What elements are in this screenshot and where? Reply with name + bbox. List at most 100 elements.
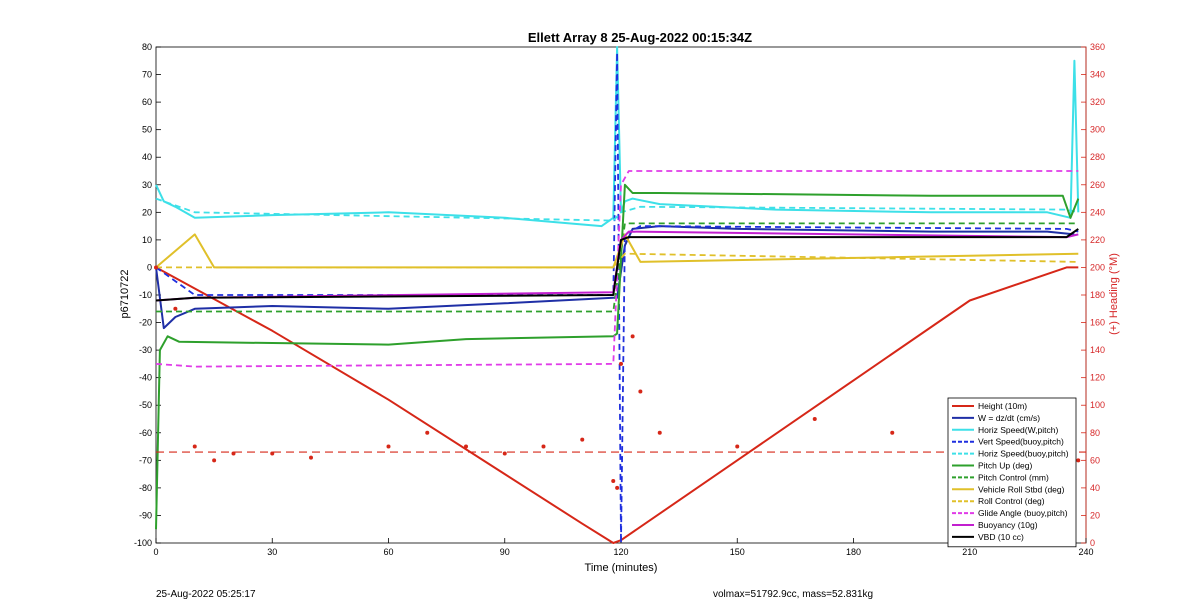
heading-point	[173, 306, 178, 311]
y-tick-label: 80	[142, 42, 152, 52]
heading-point	[231, 451, 236, 456]
y-tick-label: -80	[139, 483, 152, 493]
y2-tick-label: 360	[1090, 42, 1105, 52]
y-axis-label: p6710722	[119, 270, 131, 319]
legend-entry: Buoyancy (10g)	[978, 520, 1038, 530]
y2-tick-label: 40	[1090, 483, 1100, 493]
series-line	[155, 266, 1079, 544]
series-line	[155, 197, 1079, 222]
y-tick-label: 40	[142, 152, 152, 162]
legend-entry: Vert Speed(buoy,pitch)	[978, 437, 1064, 447]
y-tick-label: -90	[139, 510, 152, 520]
y2-tick-label: 260	[1090, 180, 1105, 190]
legend-entry: Pitch Up (deg)	[978, 461, 1032, 471]
heading-point	[425, 430, 430, 435]
heading-point	[309, 455, 313, 460]
y-tick-label: -30	[139, 345, 152, 355]
series-layer	[155, 46, 1080, 544]
heading-point	[212, 458, 217, 463]
y2-tick-label: 80	[1090, 428, 1100, 438]
legend-entry: Roll Control (deg)	[978, 496, 1045, 506]
legend: Height (10m) W = dz/dt (cm/s) Horiz Speed(…	[947, 397, 1077, 548]
x-tick-label: 180	[846, 547, 861, 557]
heading-point	[890, 430, 895, 435]
y-tick-label: 0	[147, 262, 152, 272]
y2-tick-label: 320	[1090, 97, 1105, 107]
series-line	[155, 228, 1079, 302]
series-line	[155, 183, 1080, 530]
legend-entry: Horiz Speed(buoy,pitch)	[978, 449, 1069, 459]
footer-timestamp: 25-Aug-2022 05:25:17	[156, 589, 256, 600]
legend-entry: Height (10m)	[978, 401, 1027, 411]
y-tick-label: -40	[139, 373, 152, 383]
legend-box	[947, 397, 1077, 548]
heading-point	[580, 437, 585, 442]
y2-tick-label: 100	[1090, 400, 1105, 410]
y2-tick-label: 220	[1090, 235, 1105, 245]
heading-point	[1076, 458, 1081, 463]
heading-point	[812, 417, 817, 421]
x-tick-label: 30	[267, 547, 277, 557]
y2-tick-label: 240	[1090, 207, 1105, 217]
legend-entry: W = dz/dt (cm/s)	[978, 413, 1040, 423]
legend-entry: Vehicle Roll Stbd (deg)	[978, 484, 1065, 494]
legend-entry: Pitch Control (mm)	[978, 472, 1049, 482]
axes: 0 30 60 90 120 150 180 210 240-100-90-80-70-60-5…	[134, 42, 1105, 557]
heading-point	[154, 265, 158, 270]
heading-point	[541, 444, 546, 449]
legend-entry: VBD (10 cc)	[978, 532, 1024, 542]
y-tick-label: -10	[139, 290, 152, 300]
series-line	[156, 222, 1079, 313]
chart-title: Ellett Array 8 25-Aug-2022 00:15:34Z	[528, 30, 752, 45]
x-tick-label: 90	[500, 547, 510, 557]
legend-entry: Horiz Speed(W,pitch)	[978, 425, 1058, 435]
heading-point	[502, 451, 507, 456]
y2-tick-label: 340	[1090, 70, 1105, 80]
heading-point	[638, 389, 643, 394]
x-axis-label: Time (minutes)	[585, 562, 658, 574]
y-tick-label: 50	[142, 125, 152, 135]
heading-point	[192, 444, 197, 449]
y-tick-label: -60	[139, 428, 152, 438]
heading-point	[464, 444, 468, 449]
y-tick-label: -70	[139, 455, 152, 465]
y-tick-label: -20	[139, 318, 152, 328]
heading-point	[270, 451, 275, 456]
x-tick-label: 120	[613, 547, 628, 557]
heading-point	[735, 444, 740, 449]
x-tick-label: 150	[730, 547, 745, 557]
y2-tick-label: 280	[1090, 152, 1105, 162]
heading-point	[615, 485, 620, 490]
x-tick-label: 0	[153, 547, 158, 557]
heading-point	[630, 334, 635, 339]
y2-tick-label: 160	[1090, 318, 1105, 328]
series-line	[155, 170, 1079, 368]
x-tick-label: 60	[383, 547, 393, 557]
legend-entry: Glide Angle (buoy,pitch)	[978, 508, 1068, 518]
heading-point	[619, 361, 623, 366]
x-tick-label: 210	[962, 547, 977, 557]
y2-tick-label: 0	[1090, 538, 1095, 548]
y2-axis-label: (+) Heading (°M)	[1108, 253, 1120, 335]
heading-point	[386, 444, 391, 449]
series-line	[155, 46, 1080, 228]
y-tick-label: 60	[142, 97, 152, 107]
y-tick-label: -100	[134, 538, 152, 548]
y-tick-label: 20	[142, 207, 152, 217]
y-tick-label: -50	[139, 400, 152, 410]
y2-tick-label: 200	[1090, 262, 1105, 272]
y2-tick-label: 20	[1090, 510, 1100, 520]
heading-point	[611, 479, 616, 483]
y-tick-label: 30	[142, 180, 152, 190]
y-tick-label: 70	[142, 70, 152, 80]
y-tick-label: 10	[142, 235, 152, 245]
x-tick-label: 240	[1078, 547, 1093, 557]
y2-tick-label: 60	[1090, 455, 1100, 465]
y2-tick-label: 180	[1090, 290, 1105, 300]
footer-info: volmax=51792.9cc, mass=52.831kg	[713, 589, 874, 600]
y2-tick-label: 140	[1090, 345, 1105, 355]
y2-tick-label: 300	[1090, 125, 1105, 135]
heading-point	[657, 430, 662, 435]
y2-tick-label: 120	[1090, 373, 1105, 383]
